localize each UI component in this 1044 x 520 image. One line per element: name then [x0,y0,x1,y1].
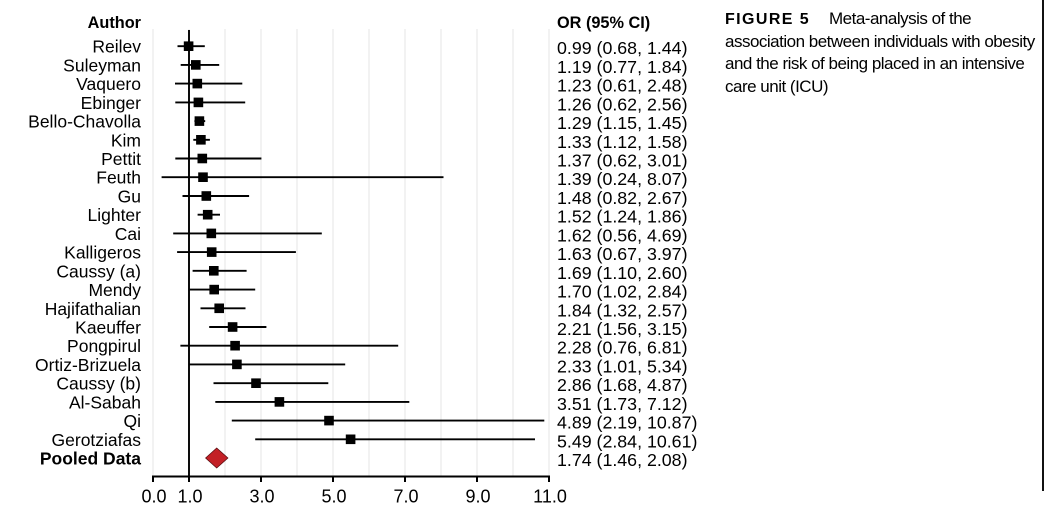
svg-text:1.70 (1.02, 2.84): 1.70 (1.02, 2.84) [557,282,688,302]
svg-text:Caussy (b): Caussy (b) [56,374,141,394]
svg-text:1.23 (0.61, 2.48): 1.23 (0.61, 2.48) [557,76,688,96]
svg-text:Al-Sabah: Al-Sabah [69,392,141,412]
svg-text:11.0: 11.0 [533,487,567,507]
svg-text:Pettit: Pettit [101,149,141,169]
svg-text:2.33 (1.01, 5.34): 2.33 (1.01, 5.34) [557,356,688,376]
svg-text:Caussy (a): Caussy (a) [56,261,141,281]
svg-text:Vaquero: Vaquero [76,74,141,94]
svg-text:0.99 (0.68, 1.44): 0.99 (0.68, 1.44) [557,38,688,58]
svg-text:5.49 (2.84, 10.61): 5.49 (2.84, 10.61) [557,431,697,451]
svg-text:Cai: Cai [115,224,141,244]
svg-text:2.86 (1.68, 4.87): 2.86 (1.68, 4.87) [557,375,688,395]
svg-text:9.0: 9.0 [465,487,490,507]
svg-text:4.89 (2.19, 10.87): 4.89 (2.19, 10.87) [557,413,697,433]
svg-text:Qi: Qi [124,411,142,431]
svg-text:2.21 (1.56, 3.15): 2.21 (1.56, 3.15) [557,319,688,339]
svg-text:1.26 (0.62, 2.56): 1.26 (0.62, 2.56) [557,94,688,114]
svg-text:Ortiz-Brizuela: Ortiz-Brizuela [35,355,141,375]
svg-text:1.84 (1.32, 2.57): 1.84 (1.32, 2.57) [557,300,688,320]
svg-text:1.74 (1.46, 2.08): 1.74 (1.46, 2.08) [557,450,688,470]
svg-text:Mendy: Mendy [88,280,141,300]
svg-text:1.52 (1.24, 1.86): 1.52 (1.24, 1.86) [557,207,688,227]
svg-text:Gu: Gu [118,187,141,207]
svg-text:1.62 (0.56, 4.69): 1.62 (0.56, 4.69) [557,225,688,245]
svg-text:Feuth: Feuth [96,168,141,188]
svg-text:Author: Author [88,14,142,32]
svg-text:3.0: 3.0 [249,487,274,507]
svg-text:1.33 (1.12, 1.58): 1.33 (1.12, 1.58) [557,132,688,152]
svg-text:Suleyman: Suleyman [63,55,141,75]
svg-text:Lighter: Lighter [87,205,141,225]
svg-text:OR (95% CI): OR (95% CI) [557,14,650,32]
svg-text:Bello-Chavolla: Bello-Chavolla [28,112,141,132]
svg-text:2.28 (0.76, 6.81): 2.28 (0.76, 6.81) [557,338,688,358]
svg-text:1.48 (0.82, 2.67): 1.48 (0.82, 2.67) [557,188,688,208]
svg-text:0.0: 0.0 [141,487,166,507]
svg-text:1.69 (1.10, 2.60): 1.69 (1.10, 2.60) [557,263,688,283]
svg-text:5.0: 5.0 [321,487,346,507]
svg-text:Kim: Kim [111,130,141,150]
svg-text:1.19 (0.77, 1.84): 1.19 (0.77, 1.84) [557,57,688,77]
svg-text:Gerotziafas: Gerotziafas [52,430,142,450]
svg-text:Pooled Data: Pooled Data [40,449,141,469]
svg-text:1.0: 1.0 [177,487,202,507]
svg-text:1.63 (0.67, 3.97): 1.63 (0.67, 3.97) [557,244,688,264]
svg-text:1.29 (1.15, 1.45): 1.29 (1.15, 1.45) [557,113,688,133]
svg-text:Kaeuffer: Kaeuffer [75,318,141,338]
svg-text:Reilev: Reilev [92,37,141,57]
svg-text:Pongpirul: Pongpirul [67,336,141,356]
svg-text:3.51 (1.73, 7.12): 3.51 (1.73, 7.12) [557,394,688,414]
svg-text:Kalligeros: Kalligeros [64,243,141,263]
svg-text:1.37 (0.62, 3.01): 1.37 (0.62, 3.01) [557,151,688,171]
svg-text:Hajifathalian: Hajifathalian [45,299,141,319]
svg-text:1.39 (0.24, 8.07): 1.39 (0.24, 8.07) [557,169,688,189]
svg-text:7.0: 7.0 [393,487,418,507]
svg-text:Ebinger: Ebinger [81,93,141,113]
